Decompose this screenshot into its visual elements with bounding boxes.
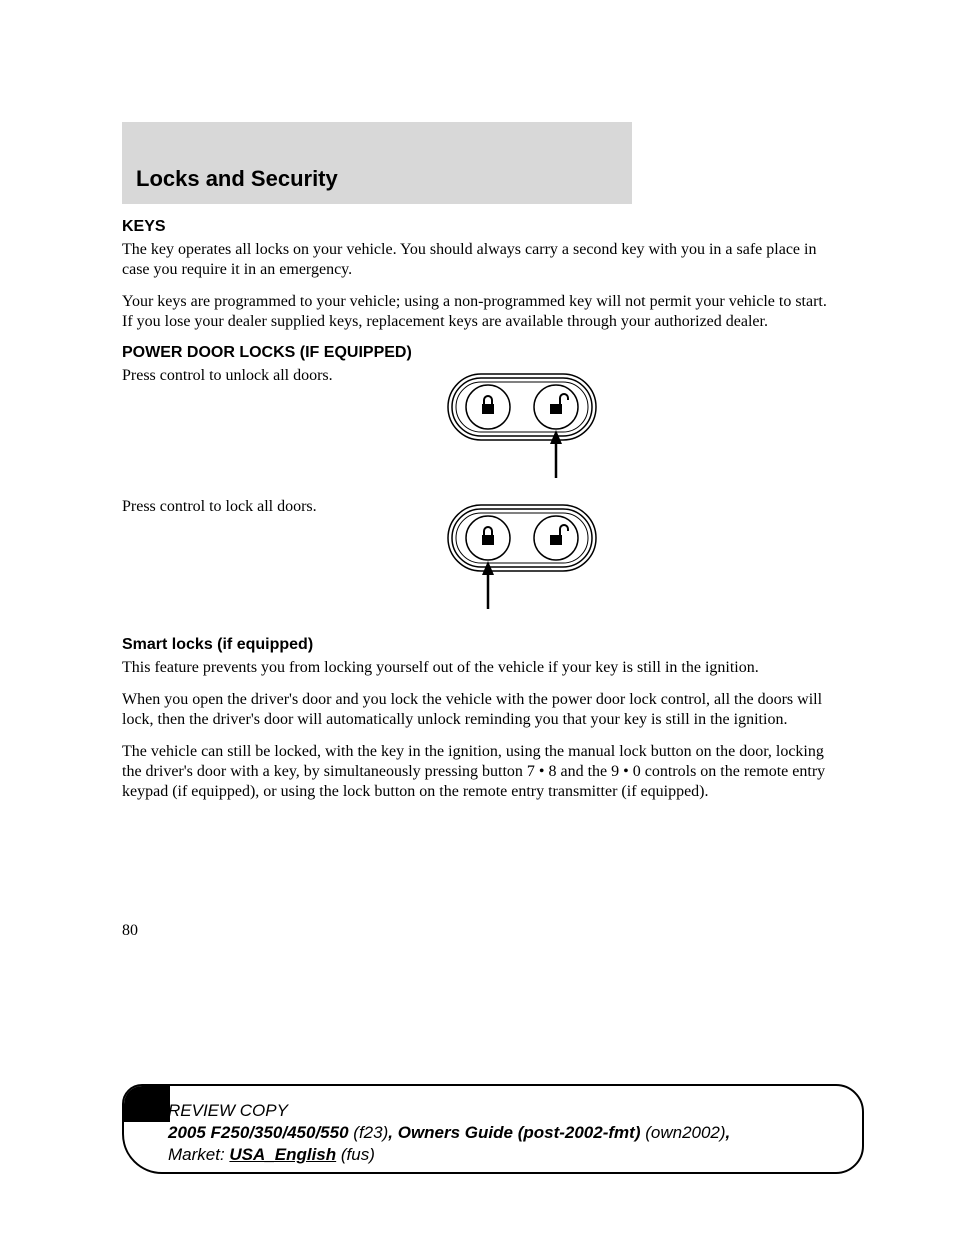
lock-text: Press control to lock all doors. xyxy=(122,497,422,517)
lock-switch-icon xyxy=(442,497,602,617)
footer-guide: Owners Guide (post-2002-fmt) xyxy=(398,1123,641,1142)
smart-locks-paragraph-1: This feature prevents you from locking y… xyxy=(122,658,832,678)
keys-paragraph-1: The key operates all locks on your vehic… xyxy=(122,240,832,280)
footer-line-3: Market: USA_English (fus) xyxy=(168,1144,848,1166)
footer-market: USA_English xyxy=(229,1145,336,1164)
unlock-row: Press control to unlock all doors. xyxy=(122,366,832,491)
footer-market-code: (fus) xyxy=(341,1145,375,1164)
lock-figure xyxy=(442,497,842,622)
smart-locks-paragraph-3: The vehicle can still be locked, with th… xyxy=(122,742,832,802)
keys-heading: KEYS xyxy=(122,218,832,236)
lock-row: Press control to lock all doors. xyxy=(122,497,832,622)
unlock-figure xyxy=(442,366,842,491)
unlock-switch-icon xyxy=(442,366,602,486)
footer-sep2: , xyxy=(726,1123,731,1142)
footer-code2: (own2002) xyxy=(645,1123,725,1142)
section-header-title: Locks and Security xyxy=(136,166,338,192)
power-door-locks-heading: POWER DOOR LOCKS (IF EQUIPPED) xyxy=(122,344,832,362)
smart-locks-paragraph-2: When you open the driver's door and you … xyxy=(122,690,832,730)
footer-code1: (f23) xyxy=(353,1123,388,1142)
smart-locks-heading: Smart locks (if equipped) xyxy=(122,636,832,654)
keys-paragraph-2: Your keys are programmed to your vehicle… xyxy=(122,292,832,332)
footer-line-1: REVIEW COPY xyxy=(168,1100,848,1122)
unlock-text: Press control to unlock all doors. xyxy=(122,366,422,386)
footer-model: 2005 F250/350/450/550 xyxy=(168,1123,349,1142)
content-area: KEYS The key operates all locks on your … xyxy=(122,218,832,814)
footer-market-label: Market: xyxy=(168,1145,229,1164)
footer-box: REVIEW COPY 2005 F250/350/450/550 (f23),… xyxy=(122,1084,864,1174)
page-number: 80 xyxy=(122,922,138,940)
footer-line-2: 2005 F250/350/450/550 (f23), Owners Guid… xyxy=(168,1122,848,1144)
page: Locks and Security KEYS The key operates… xyxy=(0,0,954,1235)
footer-sep1: , xyxy=(388,1123,397,1142)
section-header-bar: Locks and Security xyxy=(122,122,632,204)
footer-text: REVIEW COPY 2005 F250/350/450/550 (f23),… xyxy=(168,1100,848,1166)
